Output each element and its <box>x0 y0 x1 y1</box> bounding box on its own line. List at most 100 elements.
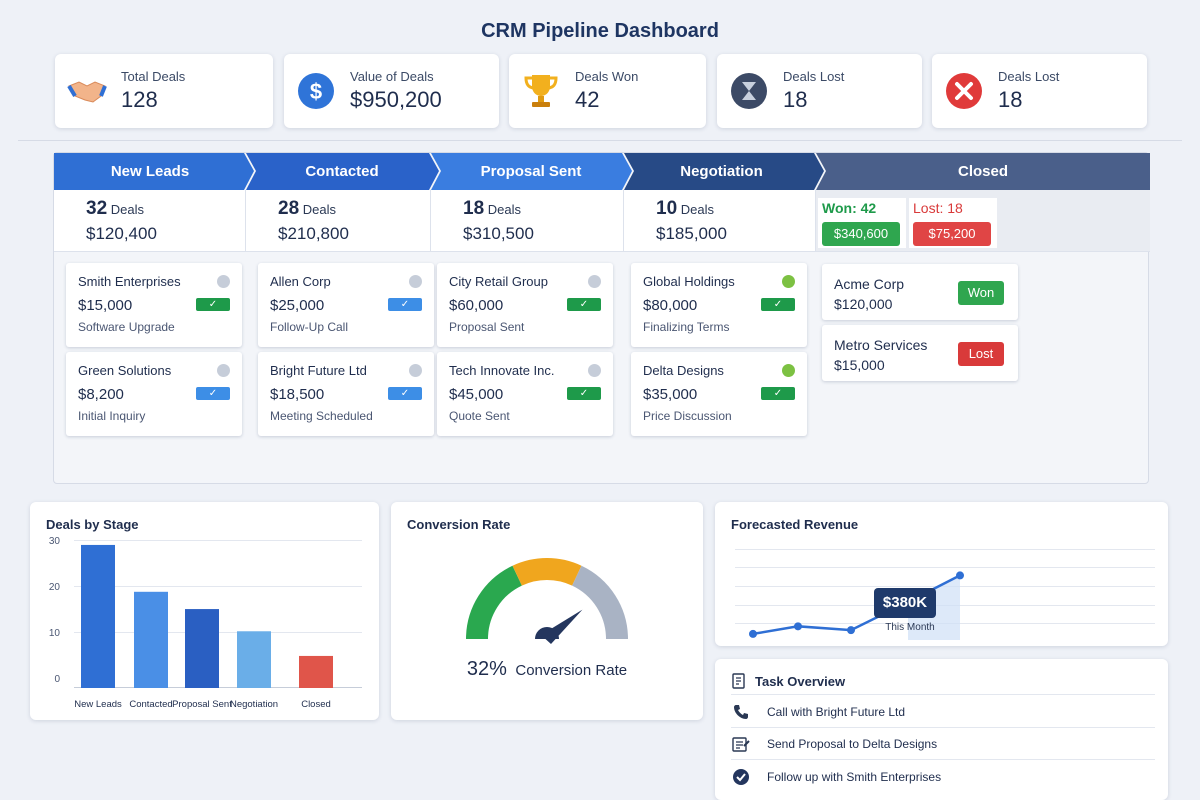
check-icon[interactable]: ✓ <box>196 387 230 400</box>
gauge-hub <box>535 627 559 639</box>
deal-name: Acme Corp <box>834 276 905 292</box>
deal-card[interactable]: Allen Corp $25,000 Follow-Up Call ✓ <box>258 263 434 347</box>
check-icon[interactable]: ✓ <box>196 298 230 311</box>
deal-card[interactable]: Global Holdings $80,000 Finalizing Terms ✓ <box>631 263 807 347</box>
stage-summary-proposal-sent: 18 Deals $310,500 <box>431 190 624 252</box>
deal-count: 18 <box>463 198 485 219</box>
bar <box>134 591 168 688</box>
kpi-value: 18 <box>783 87 808 112</box>
closed-deal-card[interactable]: Acme Corp $120,000 Won <box>822 264 1018 320</box>
lost-tag: Lost <box>958 342 1004 366</box>
check-circle-icon <box>731 768 751 786</box>
svg-text:$: $ <box>310 79 322 104</box>
deal-count-unit: Deals <box>110 202 145 217</box>
task-text: Send Proposal to Delta Designs <box>767 737 938 751</box>
deal-card[interactable]: Green Solutions $8,200 Initial Inquiry ✓ <box>66 352 242 436</box>
bar <box>237 631 271 688</box>
status-dot <box>409 364 422 377</box>
kpi-value-of-deals[interactable]: $ Value of Deals $950,200 <box>284 54 499 128</box>
stage-summary-negotiation: 10 Deals $185,000 <box>624 190 816 252</box>
x-tick-label: New Leads <box>74 699 122 710</box>
x-tick-label: Negotiation <box>230 699 278 710</box>
won-label: Won: <box>822 200 857 216</box>
kpi-label: Deals Won <box>575 69 639 84</box>
forecast-callout: $380K <box>874 588 936 618</box>
deal-amount: $18,500 <box>270 386 325 403</box>
stage-contacted[interactable]: Contacted <box>305 163 379 180</box>
deal-status: Meeting Scheduled <box>270 409 373 423</box>
forecast-point <box>749 629 757 638</box>
chart-title: Deals by Stage <box>46 517 139 532</box>
check-icon[interactable]: ✓ <box>388 298 422 311</box>
document-edit-icon <box>731 735 751 753</box>
deal-name: Allen Corp <box>270 274 331 289</box>
kpi-label: Deals Lost <box>783 69 845 84</box>
lost-label: Lost: <box>913 200 944 216</box>
deal-status: Proposal Sent <box>449 320 525 334</box>
stage-new-leads[interactable]: New Leads <box>110 163 190 180</box>
forecast-callout-label: This Month <box>885 622 935 633</box>
x-tick-label: Proposal Sent <box>172 699 232 710</box>
deal-card[interactable]: Tech Innovate Inc. $45,000 Quote Sent ✓ <box>437 352 613 436</box>
deals-by-stage-panel: Deals by Stage 30 20 10 0 New Leads Contacted… <box>30 502 379 720</box>
deal-card[interactable]: Smith Enterprises $15,000 Software Upgrade… <box>66 263 242 347</box>
deal-amount: $80,000 <box>643 297 698 314</box>
kpi-total-deals[interactable]: Total Deals 128 <box>55 54 273 128</box>
deal-amount: $60,000 <box>449 297 504 314</box>
bar <box>185 609 219 688</box>
task-item[interactable]: Follow up with Smith Enterprises <box>731 761 1155 792</box>
deal-amount: $310,500 <box>463 224 534 243</box>
deal-count-unit: Deals <box>302 202 337 217</box>
gauge-segment-low <box>466 565 523 640</box>
conversion-value: 32% <box>466 658 507 680</box>
task-item[interactable]: Send Proposal to Delta Designs <box>731 729 1155 760</box>
stage-summary-new-leads: 32 Deals $120,400 <box>54 190 246 252</box>
page-title: CRM Pipeline Dashboard <box>481 20 719 42</box>
divider <box>18 140 1182 141</box>
kpi-deals-won[interactable]: Deals Won 42 <box>509 54 706 128</box>
stage-proposal-sent[interactable]: Proposal Sent <box>480 163 582 180</box>
deal-count-unit: Deals <box>487 202 522 217</box>
kpi-value: $950,200 <box>350 87 442 112</box>
forecast-panel: Forecasted Revenue $380K This Month <box>715 502 1168 646</box>
kpi-deals-lost[interactable]: Deals Lost 18 <box>717 54 922 128</box>
deal-name: Metro Services <box>834 337 928 353</box>
stage-closed[interactable]: Closed <box>957 163 1008 180</box>
status-dot <box>217 364 230 377</box>
handshake-icon <box>67 71 107 111</box>
check-icon[interactable]: ✓ <box>567 387 601 400</box>
bar <box>299 655 333 688</box>
phone-icon <box>731 703 751 721</box>
deal-status: Quote Sent <box>449 409 510 423</box>
kpi-deals-lost-2[interactable]: Deals Lost 18 <box>932 54 1147 128</box>
check-icon[interactable]: ✓ <box>761 298 795 311</box>
task-item[interactable]: Call with Bright Future Ltd <box>731 697 1155 728</box>
deal-status: Follow-Up Call <box>270 320 349 334</box>
gauge-segment-high <box>571 565 628 640</box>
kpi-value: 128 <box>121 87 158 112</box>
task-list-icon <box>731 673 747 689</box>
divider <box>731 694 1155 695</box>
deal-amount: $185,000 <box>656 224 727 243</box>
conversion-rate-panel: Conversion Rate 32% Conversion Rate <box>391 502 703 720</box>
kpi-value: 42 <box>575 87 600 112</box>
check-icon[interactable]: ✓ <box>388 387 422 400</box>
deal-count: 10 <box>656 198 678 219</box>
deal-amount: $15,000 <box>834 357 885 373</box>
conversion-label: Conversion Rate <box>515 662 628 679</box>
y-tick-label: 30 <box>49 536 61 547</box>
won-amount-badge: $340,600 <box>822 222 900 246</box>
deal-card[interactable]: Bright Future Ltd $18,500 Meeting Schedule… <box>258 352 434 436</box>
deal-card[interactable]: Delta Designs $35,000 Price Discussion ✓ <box>631 352 807 436</box>
deal-card[interactable]: City Retail Group $60,000 Proposal Sent ✓ <box>437 263 613 347</box>
task-text: Follow up with Smith Enterprises <box>767 769 942 784</box>
gauge-segment-mid <box>512 558 582 586</box>
close-circle-icon <box>944 71 984 111</box>
closed-deal-card[interactable]: Metro Services $15,000 Lost <box>822 325 1018 381</box>
check-icon[interactable]: ✓ <box>567 298 601 311</box>
stage-negotiation[interactable]: Negotiation <box>680 163 763 180</box>
trophy-icon <box>521 71 561 111</box>
deal-name: Smith Enterprises <box>78 274 181 289</box>
stage-arrow-contacted <box>246 153 439 190</box>
check-icon[interactable]: ✓ <box>761 387 795 400</box>
